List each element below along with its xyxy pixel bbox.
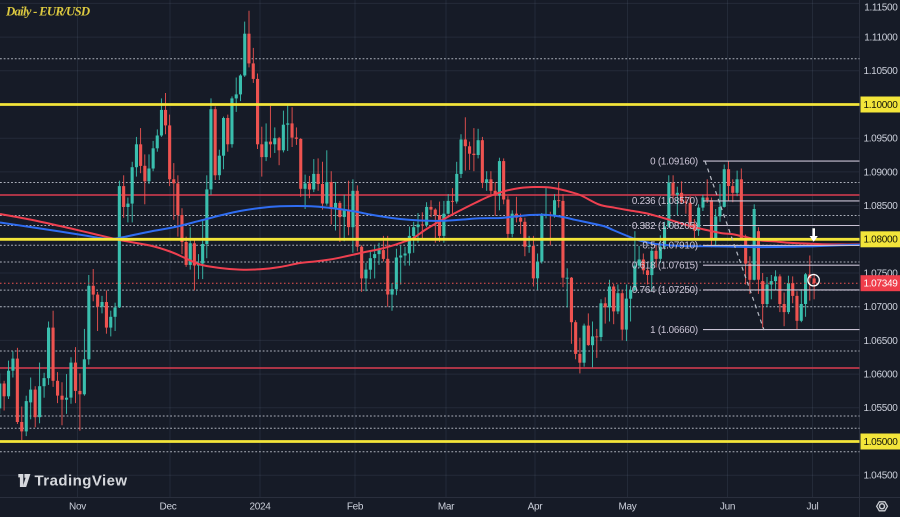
svg-text:1.11000: 1.11000 (864, 33, 898, 44)
svg-text:TradingView: TradingView (35, 473, 128, 490)
svg-text:May: May (619, 502, 637, 513)
svg-text:1.06500: 1.06500 (863, 336, 898, 347)
svg-text:1.09500: 1.09500 (863, 134, 898, 145)
svg-text:Dec: Dec (160, 502, 177, 513)
svg-text:1.11500: 1.11500 (864, 3, 898, 14)
svg-text:0.382 (1.08205): 0.382 (1.08205) (632, 221, 698, 232)
svg-text:1.09000: 1.09000 (863, 167, 898, 178)
svg-text:0.618 (1.07615): 0.618 (1.07615) (632, 261, 698, 272)
svg-text:1 (1.06660): 1 (1.06660) (650, 325, 698, 336)
svg-text:1.08000: 1.08000 (863, 235, 898, 246)
svg-text:1.04500: 1.04500 (863, 471, 898, 482)
svg-text:Mar: Mar (438, 502, 455, 513)
svg-text:Nov: Nov (69, 502, 86, 513)
svg-text:Jul: Jul (807, 502, 819, 513)
svg-text:Feb: Feb (347, 502, 364, 513)
svg-text:1.06000: 1.06000 (863, 370, 898, 381)
svg-text:1.07500: 1.07500 (863, 268, 898, 279)
svg-text:1.05000: 1.05000 (863, 437, 898, 448)
svg-text:Jun: Jun (720, 502, 735, 513)
svg-text:0.764 (1.07250): 0.764 (1.07250) (632, 285, 698, 296)
svg-text:0 (1.09160): 0 (1.09160) (650, 156, 698, 167)
svg-text:Daily - EUR/USD: Daily - EUR/USD (5, 5, 90, 19)
svg-text:1.08500: 1.08500 (863, 201, 898, 212)
svg-text:0.5 (1.07910): 0.5 (1.07910) (642, 241, 698, 252)
svg-text:1.07349: 1.07349 (863, 279, 898, 290)
svg-text:Apr: Apr (528, 502, 544, 513)
svg-text:2024: 2024 (249, 502, 271, 513)
svg-text:1.07000: 1.07000 (863, 302, 898, 313)
svg-text:0.236 (1.08570): 0.236 (1.08570) (632, 196, 698, 207)
svg-text:1.10500: 1.10500 (863, 66, 898, 77)
svg-text:1.10000: 1.10000 (863, 100, 898, 111)
svg-text:1.05500: 1.05500 (863, 403, 898, 414)
